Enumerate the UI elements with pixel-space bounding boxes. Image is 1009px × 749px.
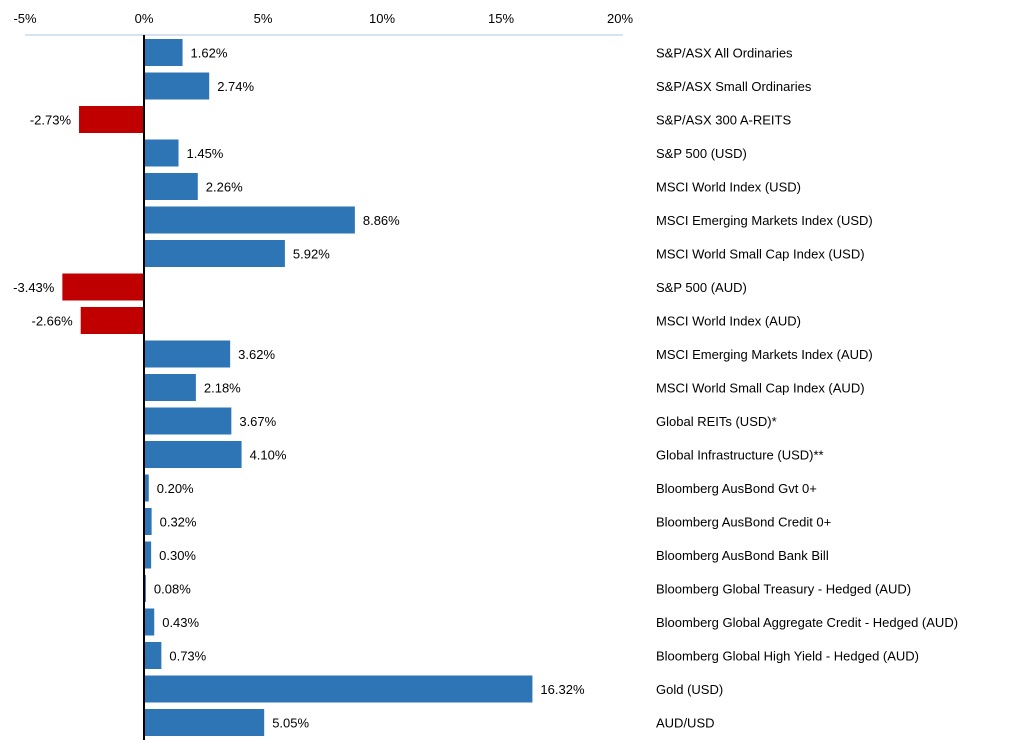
data-label: -2.66% [31,314,73,329]
bar [144,709,265,736]
category-label: S&P/ASX Small Ordinaries [656,79,812,94]
data-label: 2.18% [204,381,241,396]
category-label: Bloomberg Global High Yield - Hedged (AU… [656,649,919,664]
bar [144,508,152,535]
data-label: 2.26% [206,180,243,195]
data-label: 1.45% [187,146,224,161]
bar [62,273,145,301]
category-label: MSCI Emerging Markets Index (USD) [656,213,873,228]
category-label: Bloomberg AusBond Credit 0+ [656,515,831,530]
bar [80,307,144,334]
x-tick-label: 0% [135,11,154,26]
x-tick-label: 15% [488,11,514,26]
data-label: -2.73% [30,113,72,128]
bar [144,642,162,669]
category-label: MSCI World Index (USD) [656,180,801,195]
category-label: Bloomberg Global Treasury - Hedged (AUD) [656,582,911,597]
data-label: 4.10% [250,448,287,463]
category-label: MSCI World Small Cap Index (USD) [656,247,865,262]
data-label: 0.08% [154,582,191,597]
bar [144,72,210,100]
data-label: 2.74% [217,79,254,94]
category-label: MSCI World Small Cap Index (AUD) [656,381,865,396]
x-tick-label: 5% [254,11,273,26]
category-label: Bloomberg AusBond Gvt 0+ [656,481,817,496]
data-label: 5.92% [293,247,330,262]
category-label: Gold (USD) [656,682,723,697]
data-label: -3.43% [13,280,55,295]
bar [144,206,355,234]
bar [144,340,231,368]
data-label: 0.20% [157,481,194,496]
bar [144,675,533,703]
bar [144,407,232,435]
category-label: Global Infrastructure (USD)** [656,448,824,463]
category-label: S&P/ASX 300 A-REITS [656,113,791,128]
bar [144,608,155,636]
bar [144,541,152,569]
bar [79,106,144,133]
data-label: 8.86% [363,213,400,228]
x-tick-label: -5% [13,11,37,26]
bar [144,39,183,66]
category-label: Bloomberg Global Aggregate Credit - Hedg… [656,615,958,630]
category-label: S&P 500 (AUD) [656,280,747,295]
category-label: AUD/USD [656,716,715,731]
data-label: 5.05% [272,716,309,731]
data-label: 0.43% [162,615,199,630]
category-label: MSCI World Index (AUD) [656,314,801,329]
bar [144,139,179,167]
bar [144,374,196,401]
x-tick-label: 10% [369,11,395,26]
data-label: 0.73% [169,649,206,664]
x-tick-label: 20% [607,11,633,26]
bar [144,474,149,502]
data-label: 3.67% [239,414,276,429]
category-label: Bloomberg AusBond Bank Bill [656,548,829,563]
category-label: MSCI Emerging Markets Index (AUD) [656,347,873,362]
category-label: S&P 500 (USD) [656,146,747,161]
data-label: 0.30% [159,548,196,563]
data-label: 16.32% [540,682,585,697]
data-label: 1.62% [191,46,228,61]
bar [144,173,198,200]
data-label: 0.32% [160,515,197,530]
category-label: Global REITs (USD)* [656,414,777,429]
bar [144,240,285,267]
bar [144,441,242,468]
category-label: S&P/ASX All Ordinaries [656,46,793,61]
data-label: 3.62% [238,347,275,362]
